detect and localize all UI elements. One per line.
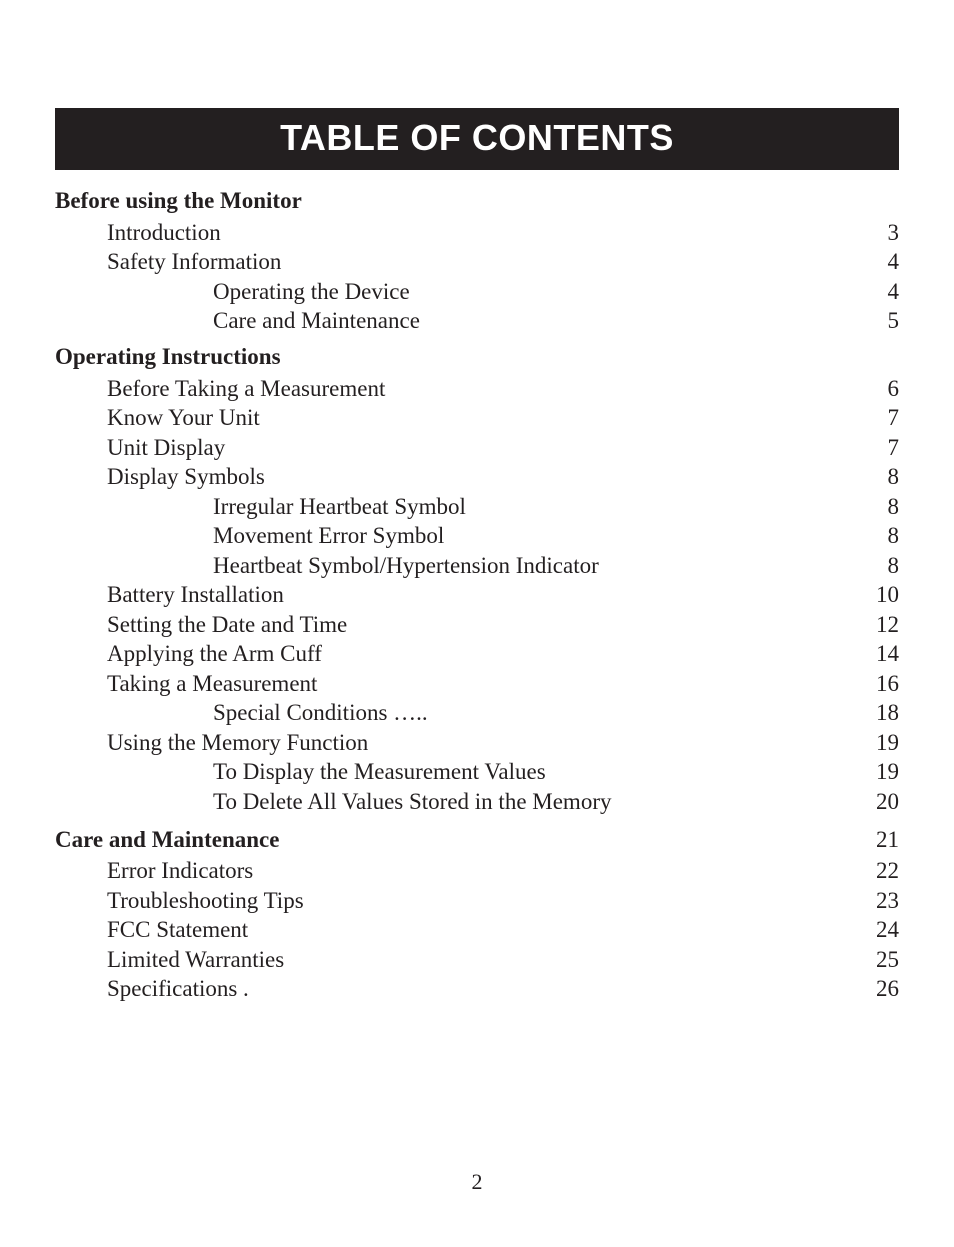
page-ref: 10: [871, 583, 899, 606]
toc-entry-label: Troubleshooting Tips: [107, 889, 304, 912]
page-ref: 3: [871, 221, 899, 244]
section-heading: Care and Maintenance: [55, 827, 279, 853]
page-ref: 8: [871, 465, 899, 488]
page-ref: 14: [871, 642, 899, 665]
toc-entry-label: Battery Installation: [107, 583, 284, 606]
section-heading: Before using the Monitor: [55, 188, 899, 214]
page-ref: 6: [871, 377, 899, 400]
section-heading-row: Care and Maintenance 21: [55, 827, 899, 853]
page-ref: 7: [871, 436, 899, 459]
page-ref: 16: [871, 672, 899, 695]
toc-entry: Taking a Measurement 16: [55, 672, 899, 695]
toc-entry: Irregular Heartbeat Symbol 8: [55, 495, 899, 518]
toc-entry: Operating the Device 4: [55, 280, 899, 303]
toc-entry: Battery Installation 10: [55, 583, 899, 606]
toc-entry: Display Symbols 8: [55, 465, 899, 488]
page-ref: 12: [871, 613, 899, 636]
page-ref: 20: [871, 790, 899, 813]
toc-entry-label: FCC Statement: [107, 918, 248, 941]
page-ref: 24: [871, 918, 899, 941]
toc-entry-label: Movement Error Symbol: [213, 524, 444, 547]
page-ref: 26: [871, 977, 899, 1000]
page-number-value: 2: [472, 1169, 483, 1194]
toc-entry-label: Safety Information: [107, 250, 281, 273]
toc-entry-label: Heartbeat Symbol/Hypertension Indicator: [213, 554, 599, 577]
toc-entry: Know Your Unit 7: [55, 406, 899, 429]
toc-entry: Error Indicators 22: [55, 859, 899, 882]
toc-entry-label: Care and Maintenance: [213, 309, 420, 332]
toc-entry: FCC Statement 24: [55, 918, 899, 941]
toc-entry: To Display the Measurement Values 19: [55, 760, 899, 783]
title-text: TABLE OF CONTENTS: [280, 117, 674, 158]
toc-entry: Movement Error Symbol 8: [55, 524, 899, 547]
page-ref: 22: [871, 859, 899, 882]
page-ref: 21: [871, 827, 899, 853]
toc-entry: Safety Information 4: [55, 250, 899, 273]
page: TABLE OF CONTENTS Before using the Monit…: [0, 0, 954, 1247]
page-ref: 19: [871, 731, 899, 754]
toc-entry-label: Irregular Heartbeat Symbol: [213, 495, 466, 518]
page-ref: 5: [871, 309, 899, 332]
toc-entry-label: Know Your Unit: [107, 406, 260, 429]
toc-entry: Troubleshooting Tips 23: [55, 889, 899, 912]
toc-entry: Using the Memory Function 19: [55, 731, 899, 754]
toc-entry: Before Taking a Measurement 6: [55, 377, 899, 400]
toc-entry-label: Specifications .: [107, 977, 249, 1000]
toc-entry: Special Conditions ….. 18: [55, 701, 899, 724]
toc-entry-label: Unit Display: [107, 436, 225, 459]
page-ref: 25: [871, 948, 899, 971]
toc-entry-label: Limited Warranties: [107, 948, 284, 971]
toc-entry-label: Operating the Device: [213, 280, 410, 303]
toc-entry-label: Before Taking a Measurement: [107, 377, 385, 400]
toc-entry: Introduction 3: [55, 221, 899, 244]
page-ref: 4: [871, 250, 899, 273]
toc-entry-label: Display Symbols: [107, 465, 265, 488]
title-bar: TABLE OF CONTENTS: [55, 108, 899, 170]
toc-entry: To Delete All Values Stored in the Memor…: [55, 790, 899, 813]
page-ref: 8: [871, 495, 899, 518]
toc-entry-label: Using the Memory Function: [107, 731, 368, 754]
toc-entry: Applying the Arm Cuff 14: [55, 642, 899, 665]
page-ref: 7: [871, 406, 899, 429]
toc-entry: Heartbeat Symbol/Hypertension Indicator …: [55, 554, 899, 577]
toc-entry-label: Introduction: [107, 221, 221, 244]
toc-entry: Specifications . 26: [55, 977, 899, 1000]
page-ref: 8: [871, 524, 899, 547]
toc-entry-label: Taking a Measurement: [107, 672, 317, 695]
toc-entry: Limited Warranties 25: [55, 948, 899, 971]
page-ref: 8: [871, 554, 899, 577]
toc-entry-label: Applying the Arm Cuff: [107, 642, 322, 665]
page-number: 2: [0, 1169, 954, 1195]
page-ref: 19: [871, 760, 899, 783]
toc-entry-label: To Display the Measurement Values: [213, 760, 546, 783]
toc-entry: Unit Display 7: [55, 436, 899, 459]
toc-entry: Care and Maintenance 5: [55, 309, 899, 332]
toc-entry-label: Setting the Date and Time: [107, 613, 347, 636]
page-ref: 4: [871, 280, 899, 303]
toc-entry-label: Error Indicators: [107, 859, 253, 882]
toc-body: Before using the Monitor Introduction 3 Sa…: [55, 188, 899, 1000]
toc-entry: Setting the Date and Time 12: [55, 613, 899, 636]
page-ref: 18: [871, 701, 899, 724]
page-ref: 23: [871, 889, 899, 912]
toc-entry-label: To Delete All Values Stored in the Memor…: [213, 790, 611, 813]
toc-entry-label: Special Conditions …..: [213, 701, 428, 724]
section-heading: Operating Instructions: [55, 344, 899, 370]
